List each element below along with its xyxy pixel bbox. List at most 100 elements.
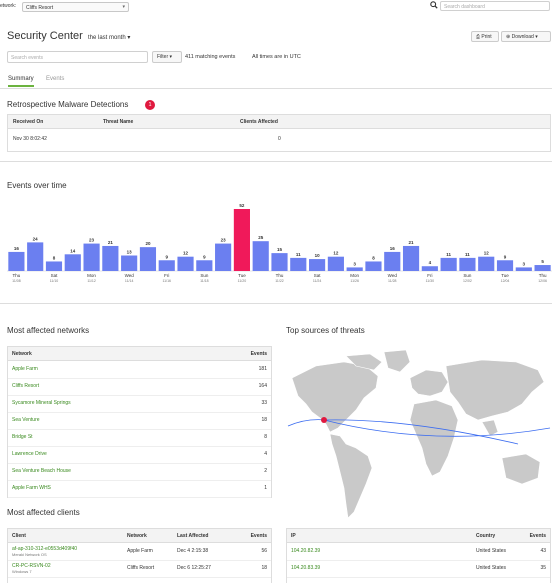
chart-bar[interactable] bbox=[515, 267, 532, 271]
col-network[interactable]: Network bbox=[12, 351, 32, 357]
chart-bar[interactable] bbox=[440, 257, 457, 271]
chart-bar[interactable] bbox=[177, 256, 194, 271]
table-row[interactable]: Sea Venture 18 bbox=[8, 413, 271, 430]
x-tick-day-label: Sun bbox=[200, 273, 209, 278]
table-row[interactable]: Nov 30 8:02:42 0 bbox=[8, 132, 550, 149]
chart-bar[interactable] bbox=[402, 245, 420, 271]
chart-bar[interactable] bbox=[346, 267, 363, 271]
tab-events[interactable]: Events bbox=[46, 76, 65, 82]
network-link[interactable]: Apple Farm bbox=[12, 366, 38, 372]
bar-value-label: 12 bbox=[484, 251, 490, 256]
network-link[interactable]: Cliffs Resort bbox=[12, 383, 40, 389]
col-events[interactable]: Events bbox=[529, 533, 546, 539]
col-client[interactable]: Client bbox=[12, 533, 26, 539]
col-clients-affected[interactable]: Clients Affected bbox=[240, 119, 278, 125]
col-events[interactable]: Events bbox=[250, 533, 267, 539]
world-map-graphic bbox=[287, 349, 551, 519]
x-tick-date-label: 11/08 bbox=[12, 279, 21, 283]
chart-bar[interactable] bbox=[327, 256, 344, 271]
chart-bar[interactable] bbox=[27, 242, 44, 271]
x-tick-day-label: Fri bbox=[164, 273, 169, 278]
table-row[interactable]: Bridge St 8 bbox=[8, 430, 271, 447]
events-cell: 33 bbox=[261, 400, 267, 406]
events-cell: 4 bbox=[264, 451, 267, 457]
client-link[interactable]: af-ap-310-312-e0553d409f40 bbox=[12, 546, 78, 552]
table-row[interactable]: Cliffs Resort 164 bbox=[8, 379, 271, 396]
filter-button[interactable]: Filter ▾ bbox=[152, 51, 182, 63]
table-row[interactable]: 104.20.82.39 United States 43 bbox=[287, 544, 550, 561]
chart-bar[interactable] bbox=[83, 243, 100, 271]
bar-value-label: 23 bbox=[89, 238, 95, 243]
chart-bar[interactable] bbox=[252, 241, 269, 271]
table-row[interactable]: af-ap-310-312-e0553d409f40 Meraki Network… bbox=[8, 544, 271, 561]
col-threat-name[interactable]: Threat Name bbox=[103, 119, 134, 125]
table-row[interactable]: Apple Farm 181 bbox=[8, 362, 271, 379]
ip-link[interactable]: 104.20.82.39 bbox=[291, 548, 321, 554]
chart-bar[interactable] bbox=[158, 260, 175, 271]
threat-world-map[interactable] bbox=[286, 348, 551, 528]
country-cell: United States bbox=[476, 548, 507, 554]
x-tick-day-label: Fri bbox=[427, 273, 432, 278]
download-button[interactable]: ⊕ Download ▾ bbox=[501, 31, 551, 42]
chart-bar[interactable] bbox=[64, 254, 81, 271]
events-over-time-chart: 16 24 8 14 23 21 13 20 9 12 9 23 52 25 15 11 10 12 3 8 16 21 4… bbox=[7, 203, 552, 283]
col-events[interactable]: Events bbox=[250, 351, 267, 357]
network-link[interactable]: Apple Farm WHS bbox=[12, 485, 51, 491]
tab-summary[interactable]: Summary bbox=[8, 76, 34, 87]
table-row[interactable]: 104.20.83.39 United States 35 bbox=[287, 561, 550, 578]
chart-bar[interactable] bbox=[45, 261, 63, 271]
x-tick-day-label: Sun bbox=[463, 273, 472, 278]
table-row[interactable]: Sea Venture Beach House 2 bbox=[8, 464, 271, 481]
col-ip[interactable]: IP bbox=[291, 533, 296, 539]
client-os: Windows 7 bbox=[12, 569, 32, 574]
networks-section-title: Most affected networks bbox=[7, 326, 90, 335]
events-cell: 56 bbox=[261, 548, 267, 554]
chart-bar[interactable] bbox=[365, 261, 382, 271]
chart-bar[interactable] bbox=[8, 251, 25, 271]
chart-bar[interactable] bbox=[309, 259, 326, 271]
client-link[interactable]: CR-PC-RSVN-02 bbox=[12, 563, 51, 569]
network-link[interactable]: Bridge St bbox=[12, 434, 33, 440]
col-country[interactable]: Country bbox=[476, 533, 496, 539]
chart-bar[interactable] bbox=[496, 260, 514, 271]
ip-link[interactable]: 104.20.83.39 bbox=[291, 565, 321, 571]
chart-bar[interactable] bbox=[478, 256, 495, 271]
print-button[interactable]: ⎙ Print bbox=[471, 31, 499, 42]
chart-bar[interactable] bbox=[215, 243, 232, 271]
period-selector[interactable]: the last month ▾ bbox=[88, 35, 131, 41]
bar-value-label: 8 bbox=[372, 255, 375, 260]
table-row[interactable]: CR-PC-RSVN-02 Windows 7 Cliffs Resort Dec 6… bbox=[8, 561, 271, 578]
network-link[interactable]: Lawrence Drive bbox=[12, 451, 47, 457]
search-icon[interactable] bbox=[430, 1, 438, 9]
search-events-input[interactable]: Search events bbox=[7, 51, 148, 63]
col-network[interactable]: Network bbox=[127, 533, 147, 539]
chevron-down-icon: ▾ bbox=[122, 4, 125, 10]
chart-bar[interactable] bbox=[290, 257, 307, 271]
chart-bar[interactable] bbox=[139, 247, 157, 271]
last-affected-cell: Dec 6 12:25:27 bbox=[177, 565, 211, 571]
chart-bar[interactable] bbox=[196, 260, 213, 271]
chart-bar[interactable] bbox=[233, 209, 250, 271]
chart-bar[interactable] bbox=[459, 257, 476, 271]
bar-value-label: 15 bbox=[277, 247, 283, 252]
col-received-on[interactable]: Received On bbox=[13, 119, 44, 125]
network-link[interactable]: Sea Venture bbox=[12, 417, 40, 423]
dashboard-search-input[interactable]: Search dashboard bbox=[440, 1, 550, 11]
x-tick-day-label: Wed bbox=[388, 273, 398, 278]
table-row[interactable]: Sycamore Mineral Springs 33 bbox=[8, 396, 271, 413]
chart-bar[interactable] bbox=[421, 266, 438, 271]
network-link[interactable]: Sea Venture Beach House bbox=[12, 468, 71, 474]
events-cell: 43 bbox=[540, 548, 546, 554]
table-row[interactable]: Lawrence Drive 4 bbox=[8, 447, 271, 464]
table-row[interactable]: Apple Farm WHS 1 bbox=[8, 481, 271, 498]
chart-bar[interactable] bbox=[121, 255, 138, 272]
col-last-affected[interactable]: Last Affected bbox=[177, 533, 209, 539]
chart-bar[interactable] bbox=[534, 265, 551, 271]
chart-bar[interactable] bbox=[102, 245, 119, 271]
chart-bar[interactable] bbox=[384, 251, 401, 271]
chart-bar[interactable] bbox=[271, 253, 288, 271]
network-link[interactable]: Sycamore Mineral Springs bbox=[12, 400, 71, 406]
bar-value-label: 20 bbox=[145, 241, 151, 246]
network-select[interactable]: Cliffs Resort ▾ bbox=[22, 2, 129, 12]
client-cell: CR-PC-RSVN-02 Windows 7 bbox=[12, 563, 51, 574]
